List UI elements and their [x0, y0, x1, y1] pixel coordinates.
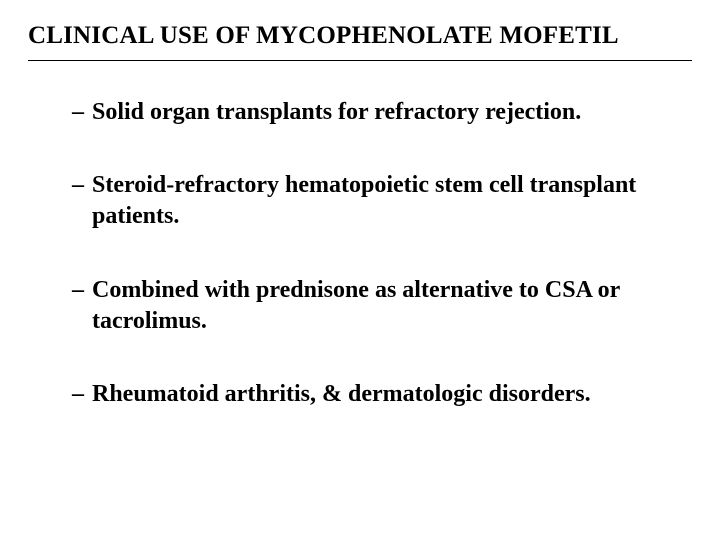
- list-item: – Steroid-refractory hematopoietic stem …: [72, 170, 682, 232]
- bullet-marker: –: [72, 275, 84, 306]
- slide-container: CLINICAL USE OF MYCOPHENOLATE MOFETIL – …: [0, 0, 720, 540]
- list-item: – Combined with prednisone as alternativ…: [72, 275, 682, 337]
- bullet-marker: –: [72, 170, 84, 201]
- bullet-list: – Solid organ transplants for refractory…: [28, 97, 692, 410]
- bullet-text: Rheumatoid arthritis, & dermatologic dis…: [92, 379, 682, 410]
- list-item: – Solid organ transplants for refractory…: [72, 97, 682, 128]
- bullet-marker: –: [72, 97, 84, 128]
- list-item: – Rheumatoid arthritis, & dermatologic d…: [72, 379, 682, 410]
- bullet-text: Steroid-refractory hematopoietic stem ce…: [92, 170, 682, 232]
- bullet-text: Solid organ transplants for refractory r…: [92, 97, 682, 128]
- slide-title: CLINICAL USE OF MYCOPHENOLATE MOFETIL: [28, 22, 692, 61]
- bullet-marker: –: [72, 379, 84, 410]
- bullet-text: Combined with prednisone as alternative …: [92, 275, 682, 337]
